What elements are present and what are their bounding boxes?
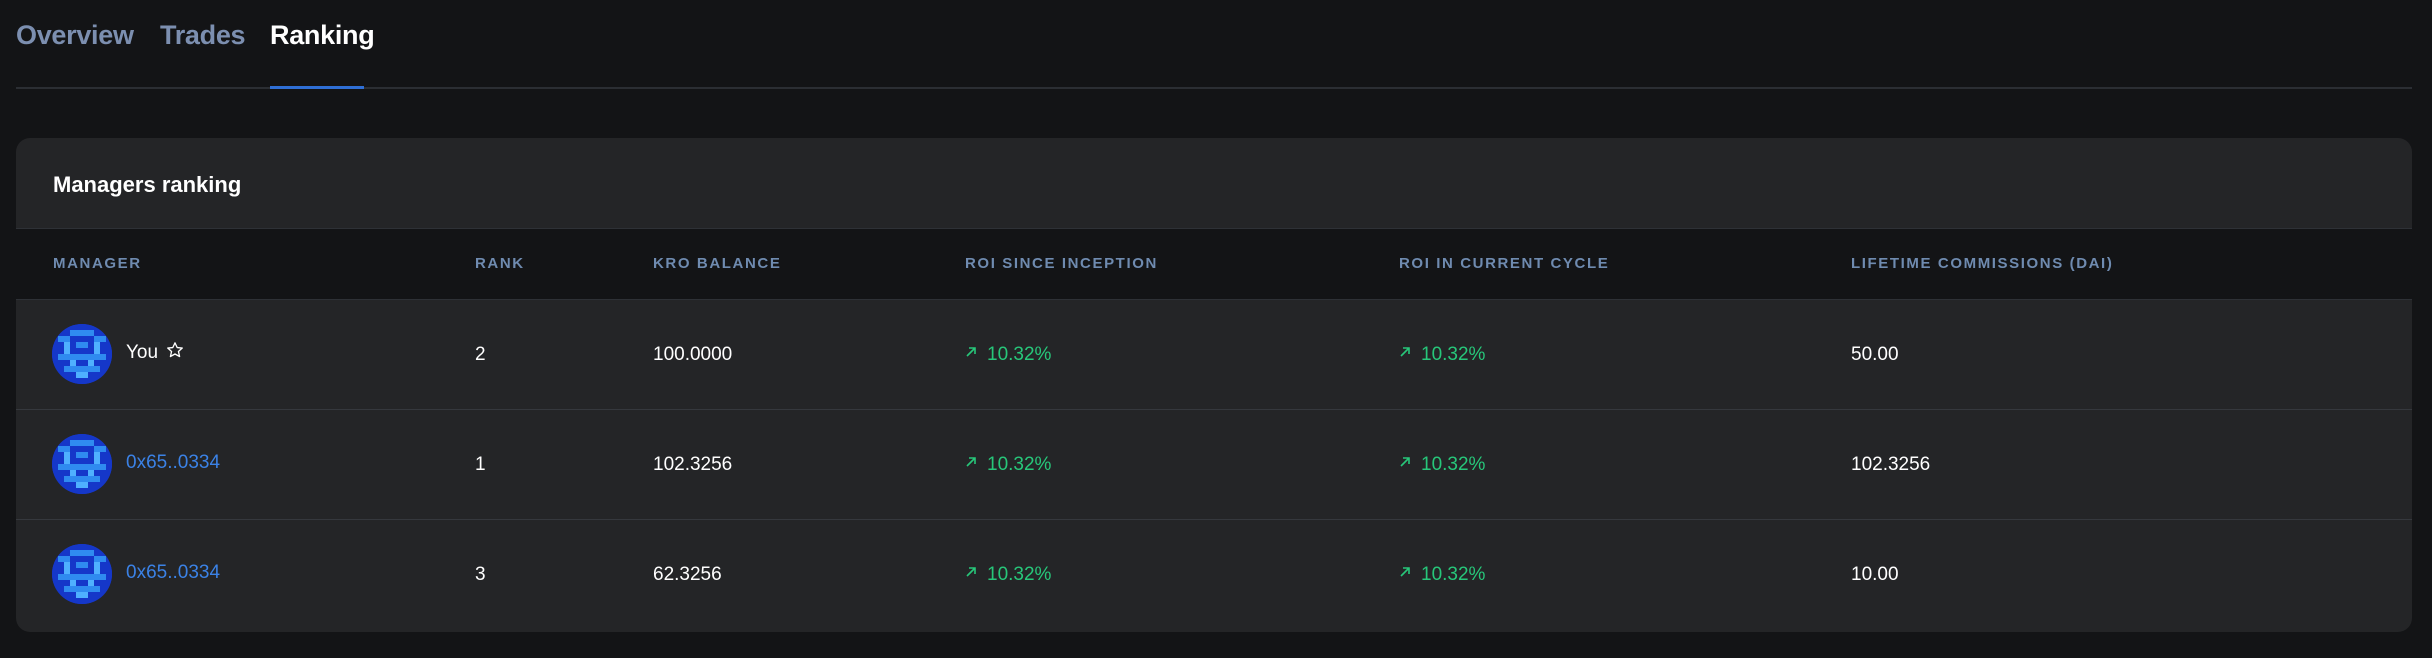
- roi-inception-text: 10.32%: [987, 564, 1052, 585]
- tab-bar: Overview Trades Ranking: [16, 0, 2412, 89]
- roi-inception-text: 10.32%: [987, 344, 1052, 365]
- arrow-up-right-icon: [1400, 567, 1410, 577]
- arrow-up-right-icon: [966, 567, 976, 577]
- roi-cycle-value: 10.32%: [1399, 410, 1485, 520]
- column-header-rank[interactable]: RANK: [475, 255, 525, 272]
- manager-address-link[interactable]: 0x65..0334: [126, 562, 221, 583]
- column-header-manager[interactable]: MANAGER: [53, 255, 142, 272]
- identicon-avatar-icon: [52, 324, 112, 384]
- roi-inception-value: 10.32%: [965, 410, 1051, 520]
- identicon-avatar-icon: [52, 544, 112, 604]
- roi-cycle-value: 10.32%: [1399, 520, 1485, 630]
- table-row[interactable]: 0x65..0334 1 102.3256 10.32% 10.32% 102.…: [16, 410, 2412, 520]
- kro-balance-value: 62.3256: [653, 564, 722, 585]
- manager-address-link[interactable]: 0x65..0334: [126, 452, 221, 473]
- tab-overview[interactable]: Overview: [16, 20, 134, 50]
- rank-value: 1: [475, 454, 486, 475]
- column-header-roi-cycle[interactable]: ROI IN CURRENT CYCLE: [1399, 255, 1610, 272]
- table-header: MANAGER RANK KRO BALANCE ROI SINCE INCEP…: [16, 228, 2412, 300]
- kro-balance-value: 100.0000: [653, 344, 733, 365]
- kro-balance-value: 102.3256: [653, 454, 733, 475]
- roi-cycle-text: 10.32%: [1421, 454, 1486, 475]
- roi-inception-text: 10.32%: [987, 454, 1052, 475]
- column-header-commissions[interactable]: LIFETIME COMMISSIONS (DAI): [1851, 255, 2114, 272]
- arrow-up-right-icon: [966, 347, 976, 357]
- table-row[interactable]: You 2 100.0000 10.32% 10.32% 50.00: [16, 300, 2412, 410]
- identicon-avatar-icon: [52, 434, 112, 494]
- column-header-roi-inception[interactable]: ROI SINCE INCEPTION: [965, 255, 1158, 272]
- roi-cycle-value: 10.32%: [1399, 300, 1485, 410]
- roi-inception-value: 10.32%: [965, 300, 1051, 410]
- roi-cycle-text: 10.32%: [1421, 564, 1486, 585]
- arrow-up-right-icon: [966, 457, 976, 467]
- active-tab-indicator: [270, 86, 364, 89]
- commissions-value: 102.3256: [1851, 454, 1931, 475]
- managers-ranking-card: Managers ranking MANAGER RANK KRO BALANC…: [16, 138, 2412, 632]
- roi-cycle-text: 10.32%: [1421, 344, 1486, 365]
- rank-value: 3: [475, 564, 486, 585]
- table-row[interactable]: 0x65..0334 3 62.3256 10.32% 10.32% 10.00: [16, 520, 2412, 630]
- roi-inception-value: 10.32%: [965, 520, 1051, 630]
- arrow-up-right-icon: [1400, 347, 1410, 357]
- commissions-value: 10.00: [1851, 564, 1899, 585]
- column-header-kro-balance[interactable]: KRO BALANCE: [653, 255, 782, 272]
- card-title: Managers ranking: [53, 172, 242, 197]
- tab-ranking[interactable]: Ranking: [270, 20, 375, 50]
- rank-value: 2: [475, 344, 486, 365]
- manager-name-text: You: [126, 342, 159, 363]
- manager-name: You: [126, 300, 184, 406]
- commissions-value: 50.00: [1851, 344, 1899, 365]
- tab-trades[interactable]: Trades: [160, 20, 246, 50]
- arrow-up-right-icon: [1400, 457, 1410, 467]
- star-outline-icon[interactable]: [166, 341, 184, 359]
